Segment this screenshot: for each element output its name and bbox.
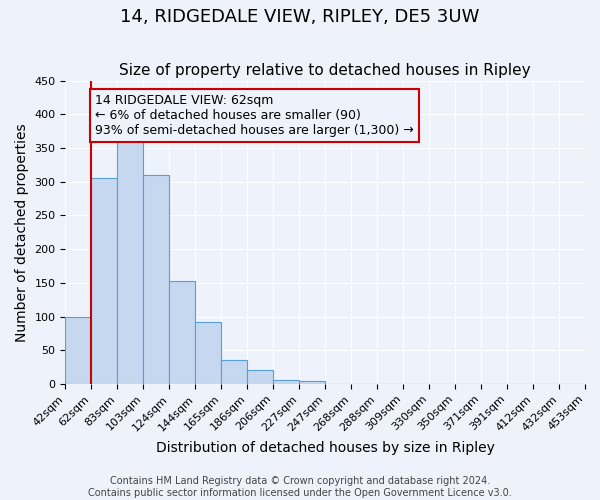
Bar bbox=[221, 360, 247, 384]
Title: Size of property relative to detached houses in Ripley: Size of property relative to detached ho… bbox=[119, 63, 531, 78]
Bar bbox=[169, 281, 196, 384]
Bar bbox=[273, 380, 299, 384]
Bar bbox=[118, 134, 143, 384]
Bar bbox=[196, 322, 221, 384]
Text: 14 RIDGEDALE VIEW: 62sqm
← 6% of detached houses are smaller (90)
93% of semi-de: 14 RIDGEDALE VIEW: 62sqm ← 6% of detache… bbox=[95, 94, 414, 137]
Bar bbox=[299, 380, 325, 384]
Bar bbox=[143, 175, 169, 384]
Bar bbox=[91, 178, 118, 384]
Bar bbox=[247, 370, 273, 384]
Text: 14, RIDGEDALE VIEW, RIPLEY, DE5 3UW: 14, RIDGEDALE VIEW, RIPLEY, DE5 3UW bbox=[121, 8, 479, 26]
Text: Contains HM Land Registry data © Crown copyright and database right 2024.
Contai: Contains HM Land Registry data © Crown c… bbox=[88, 476, 512, 498]
Y-axis label: Number of detached properties: Number of detached properties bbox=[15, 123, 29, 342]
X-axis label: Distribution of detached houses by size in Ripley: Distribution of detached houses by size … bbox=[156, 441, 494, 455]
Bar bbox=[65, 316, 91, 384]
